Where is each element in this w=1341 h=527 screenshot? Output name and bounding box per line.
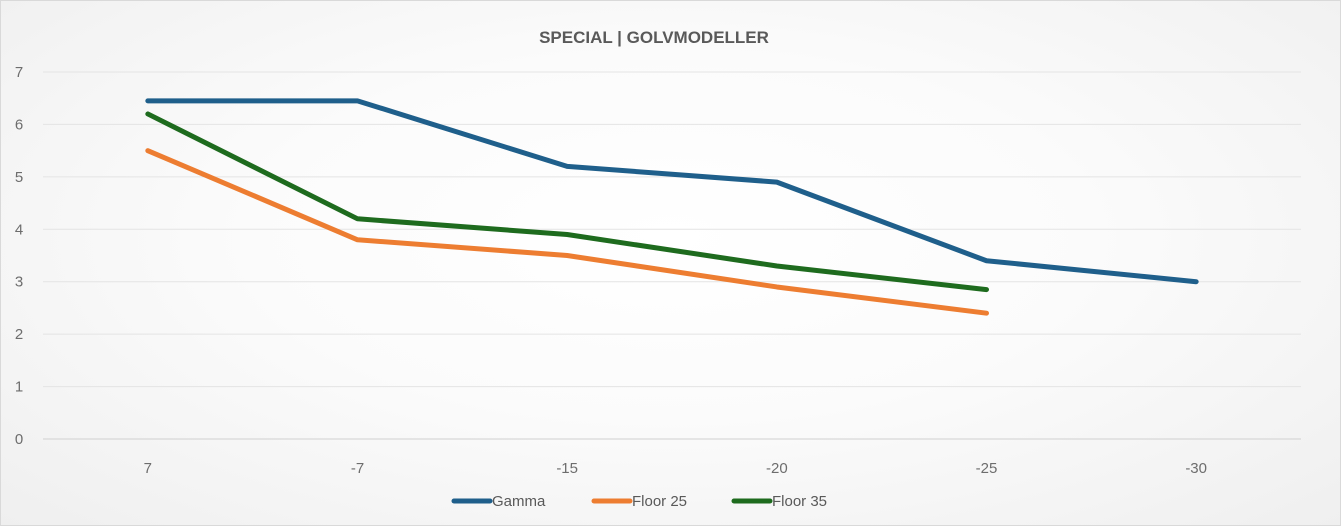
y-tick-label: 6 [15,116,23,133]
legend-item-floor-25: Floor 25 [591,493,687,510]
y-tick-label: 3 [15,274,23,291]
series-lines [145,98,1199,316]
series-line-floor-25 [145,148,989,316]
y-tick-label: 7 [15,64,23,81]
legend-label: Floor 35 [772,493,827,510]
x-tick-label: -7 [351,460,364,477]
legend: Gamma Floor 25 Floor 35 [451,493,827,510]
series-line-gamma [145,98,1199,285]
x-tick-label: -20 [766,460,788,477]
x-tick-label: -30 [1185,460,1207,477]
y-tick-label: 4 [15,221,23,238]
legend-label: Gamma [492,493,546,510]
y-axis: 0 1 2 3 4 5 6 7 [15,64,23,448]
x-tick-label: 7 [144,460,152,477]
x-tick-label: -15 [556,460,578,477]
y-tick-label: 2 [15,326,23,343]
legend-item-gamma: Gamma [451,493,546,510]
legend-label: Floor 25 [632,493,687,510]
y-tick-label: 0 [15,431,23,448]
series-line-floor-35 [145,111,989,293]
chart-title: SPECIAL | GOLVMODELLER [539,28,769,47]
y-tick-label: 1 [15,379,23,396]
x-axis: 7 -7 -15 -20 -25 -30 [144,460,1207,477]
gridlines [43,71,1301,440]
y-tick-label: 5 [15,169,23,186]
legend-item-floor-35: Floor 35 [731,493,827,510]
x-tick-label: -25 [976,460,998,477]
